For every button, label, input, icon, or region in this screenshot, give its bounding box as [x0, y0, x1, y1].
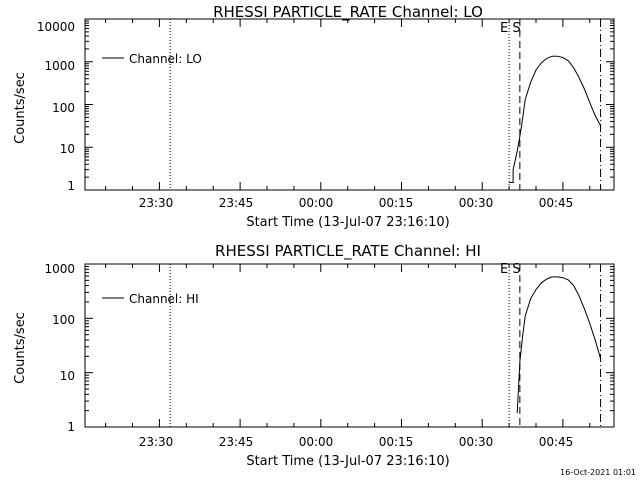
event-markers [169, 264, 602, 427]
x-tick-label: 23:45 [219, 435, 254, 449]
x-tick-label: 00:15 [379, 196, 414, 210]
y-tick-label: 1 [67, 420, 75, 434]
x-tick-label: 23:30 [139, 435, 174, 449]
event-marker-label: E S [500, 21, 521, 36]
axis-ticks [85, 18, 614, 191]
y-tick-label: 10000 [37, 20, 75, 34]
plot-frame [84, 18, 615, 191]
x-axis-label: Start Time (13-Jul-07 23:16:10) [246, 215, 449, 230]
event-marker-label: E S [500, 262, 521, 277]
x-tick-label: 00:15 [379, 435, 414, 449]
y-tick-label: 10 [60, 369, 75, 383]
y-tick-label: 1000 [44, 262, 75, 276]
legend-label: Channel: LO [129, 52, 202, 66]
chart-title: RHESSI PARTICLE_RATE Channel: HI [215, 242, 481, 261]
axis-ticks [85, 263, 614, 428]
x-tick-label: 00:30 [459, 435, 494, 449]
y-axis-label: Counts/sec [13, 312, 28, 384]
y-axis-label: Counts/sec [13, 72, 28, 144]
x-tick-label: 00:00 [299, 435, 334, 449]
legend-label: Channel: HI [129, 292, 199, 306]
event-markers [169, 19, 602, 190]
x-tick-label: 23:30 [139, 196, 174, 210]
x-tick-label: 23:45 [219, 196, 254, 210]
x-axis-label: Start Time (13-Jul-07 23:16:10) [246, 454, 449, 469]
x-tick-label: 00:00 [299, 196, 334, 210]
y-tick-label: 100 [52, 313, 75, 327]
x-tick-label: 00:30 [459, 196, 494, 210]
plot-frame [84, 263, 615, 428]
y-tick-label: 1 [67, 179, 75, 193]
chart-title: RHESSI PARTICLE_RATE Channel: LO [213, 3, 483, 22]
panel-channel-hi: RHESSI PARTICLE_RATE Channel: HI Counts/… [13, 242, 615, 469]
x-tick-label: 00:45 [539, 196, 574, 210]
y-tick-label: 1000 [44, 59, 75, 73]
footer-timestamp: 16-Oct-2021 01:01 [560, 468, 636, 477]
x-tick-label: 00:45 [539, 435, 574, 449]
panel-channel-lo: RHESSI PARTICLE_RATE Channel: LO Counts/… [13, 3, 615, 230]
y-tick-label: 100 [52, 101, 75, 115]
y-tick-label: 10 [60, 142, 75, 156]
series-line-channel-lo [509, 55, 602, 183]
series-line-channel-hi [516, 276, 602, 414]
